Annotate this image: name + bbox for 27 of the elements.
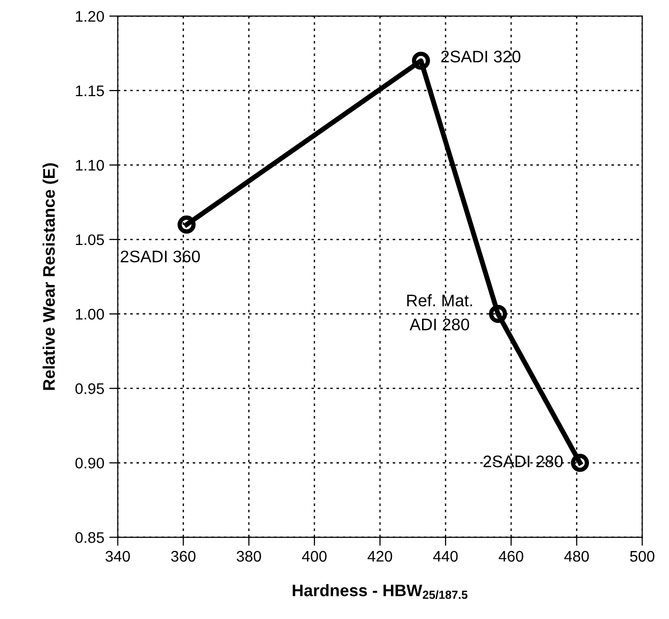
annotation: 2SADI 360: [120, 250, 200, 262]
y-tick-label: 0.95: [75, 383, 104, 394]
annotation: 2SADI 320: [441, 50, 520, 62]
x-tick-label: 380: [236, 550, 262, 562]
point: [488, 304, 508, 323]
y-tick-label: 1.20: [76, 10, 104, 22]
x-tick-label: 500: [630, 550, 654, 562]
x-tick-label: 480: [564, 550, 589, 562]
point: [412, 52, 430, 70]
x-tick-label: 340: [106, 550, 130, 562]
point: [570, 454, 589, 472]
annotation: 2SADI 280: [484, 456, 563, 468]
y-tick-label: 1.05: [76, 234, 104, 246]
y-tick-label: 1.15: [76, 86, 104, 96]
y-tick-label: 0.90: [75, 458, 104, 469]
y-axis-title: Relative Wear Resistance (E): [42, 163, 58, 390]
x-tick-label: 440: [433, 550, 458, 562]
y-tick-label: 1.10: [76, 160, 104, 171]
x-tick-label: 420: [368, 550, 392, 562]
y-tick-label: 0.85: [75, 532, 104, 543]
x-tick-label: 460: [498, 550, 524, 562]
point: [178, 216, 196, 234]
x-tick-label: 360: [171, 550, 196, 562]
annotation: Ref. Mat. ADI 280: [407, 294, 472, 330]
x-tick-label: 400: [302, 550, 327, 562]
x-axis-title: Hardness - HBW$_{25/187.5}$: [292, 584, 468, 600]
y-tick-label: 1.00: [76, 308, 104, 320]
